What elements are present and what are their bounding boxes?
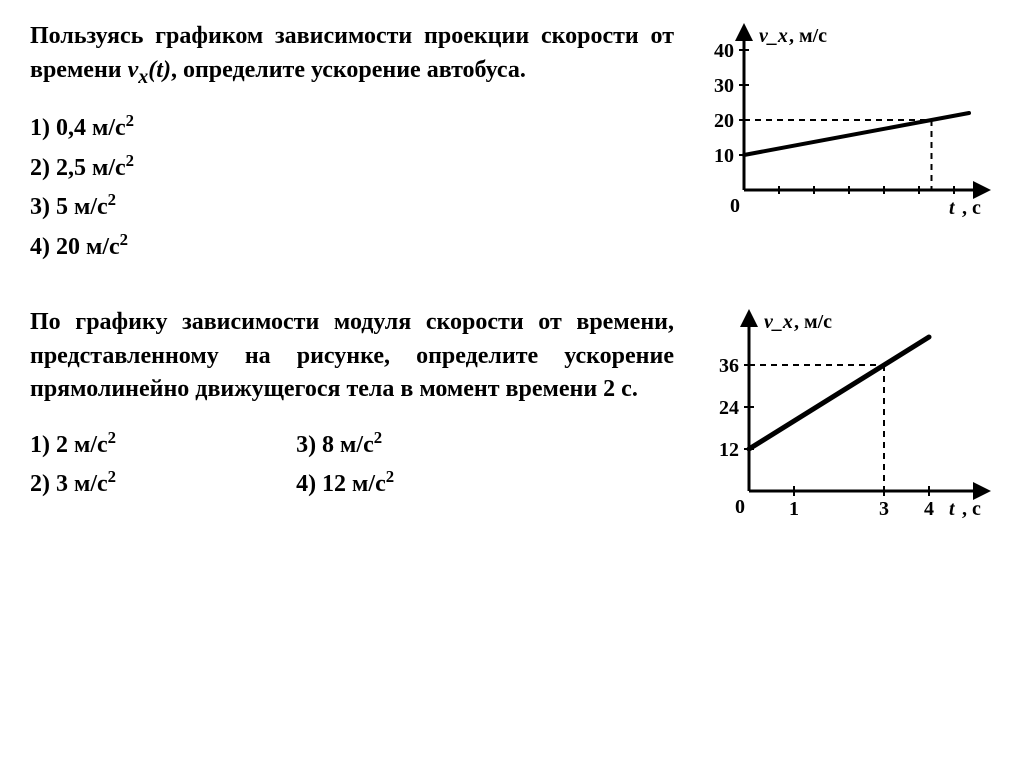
problem-1-text: Пользуясь графиком зависимости проекции … (30, 20, 674, 266)
problem-1-question: Пользуясь графиком зависимости проекции … (30, 20, 674, 90)
svg-text:, с: , с (962, 197, 981, 219)
option-1-3: 3) 5 м/с2 (30, 187, 674, 226)
svg-text:30: 30 (714, 75, 734, 97)
svg-text:0: 0 (730, 195, 740, 217)
svg-text:1: 1 (789, 498, 799, 520)
option-2-2: 2) 3 м/с2 (30, 464, 116, 503)
svg-text:v_x: v_x (764, 311, 793, 333)
svg-text:36: 36 (719, 355, 739, 377)
option-1-1: 1) 0,4 м/с2 (30, 108, 674, 147)
option-1-2: 2) 2,5 м/с2 (30, 148, 674, 187)
problem-1-options: 1) 0,4 м/с2 2) 2,5 м/с2 3) 5 м/с2 4) 20 … (30, 108, 674, 266)
problem-2: По графику зависимости модуля скорости о… (30, 306, 994, 526)
option-2-3: 3) 8 м/с2 (296, 425, 394, 464)
problem-2-text: По графику зависимости модуля скорости о… (30, 306, 674, 526)
svg-text:12: 12 (719, 439, 739, 461)
svg-text:t: t (949, 498, 956, 520)
svg-text:20: 20 (714, 110, 734, 132)
problem-2-chart: 12 24 36 1 3 4 0 v_x, м/с t , с (694, 306, 994, 526)
svg-text:0: 0 (735, 496, 745, 518)
svg-text:v_x: v_x (759, 25, 788, 47)
svg-text:24: 24 (719, 397, 739, 419)
problem-1: Пользуясь графиком зависимости проекции … (30, 20, 994, 266)
problem-2-options: 1) 2 м/с2 2) 3 м/с2 3) 8 м/с2 4) 12 м/с2 (30, 425, 674, 504)
svg-text:3: 3 (879, 498, 889, 520)
problem-1-chart: 10 20 30 40 0 v_x, м/с t , с (694, 20, 994, 266)
svg-text:40: 40 (714, 40, 734, 62)
svg-text:, с: , с (962, 498, 981, 520)
svg-text:t: t (949, 197, 956, 219)
svg-text:10: 10 (714, 145, 734, 167)
svg-text:4: 4 (924, 498, 934, 520)
svg-text:, м/с: , м/с (789, 25, 827, 47)
option-2-1: 1) 2 м/с2 (30, 425, 116, 464)
option-2-4: 4) 12 м/с2 (296, 464, 394, 503)
svg-text:, м/с: , м/с (794, 311, 832, 333)
option-1-4: 4) 20 м/с2 (30, 227, 674, 266)
problem-2-question: По графику зависимости модуля скорости о… (30, 306, 674, 407)
